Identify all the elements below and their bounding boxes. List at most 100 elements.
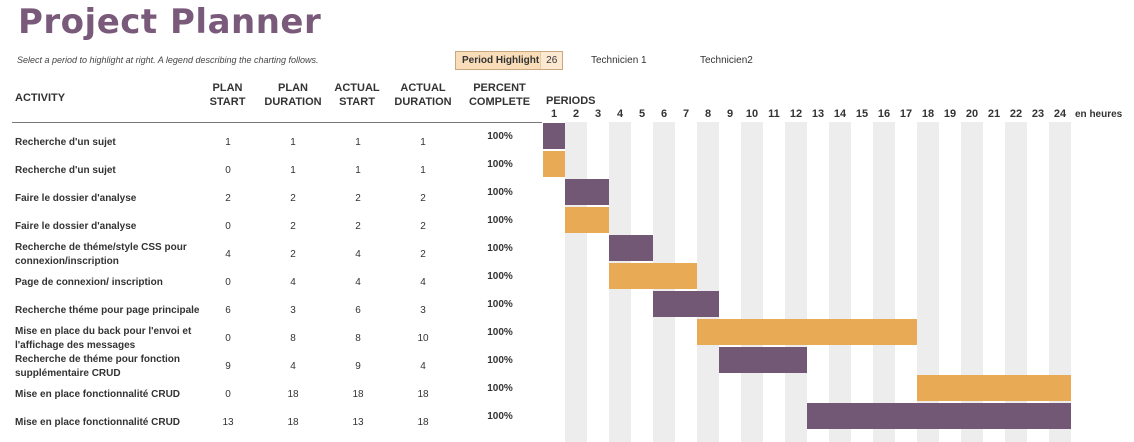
actual-start-value: 1 [355,137,361,148]
actual-start-value: 4 [355,277,361,288]
percent-complete-value: 100% [487,215,513,226]
plan-start-value: 2 [225,193,231,204]
plan-start-value: 0 [225,221,231,232]
period-number: 24 [1053,108,1067,120]
percent-complete-value: 100% [487,159,513,170]
period-number: 7 [682,108,690,120]
plan-duration-value: 4 [290,361,296,372]
actual-duration-value: 18 [417,417,429,428]
actual-start-value: 6 [355,305,361,316]
gantt-bar [565,179,609,205]
actual-duration-value: 2 [420,221,426,232]
plan-duration-value: 1 [290,165,296,176]
plan-start-value: 0 [225,389,231,400]
gantt-bar [543,123,565,149]
period-number: 19 [943,108,957,120]
activity-name: Mise en place du back pour l'envoi et l'… [15,326,192,351]
actual-duration-value: 1 [420,137,426,148]
period-column-shade [1049,122,1071,442]
actual-start-value: 2 [355,193,361,204]
period-number: 20 [965,108,979,120]
percent-complete-value: 100% [487,327,513,338]
period-column-shade [741,122,763,442]
actual-duration-value: 2 [420,193,426,204]
header-actual-duration: ACTUAL DURATION [394,82,452,108]
activity-name: Faire le dossier d'analyse [15,221,137,232]
percent-complete-value: 100% [487,131,513,142]
period-number: 4 [616,108,624,120]
period-highlight-value[interactable]: 26 [540,52,562,69]
gantt-bar [565,207,609,233]
period-number: 21 [987,108,1001,120]
period-number: 1 [550,108,558,120]
activity-name: Mise en place fonctionnalité CRUD [15,417,181,428]
percent-complete-value: 100% [487,271,513,282]
legend-swatch-technicien1 [567,51,586,70]
period-number: 12 [789,108,803,120]
gantt-bar [609,235,653,261]
plan-start-value: 1 [225,137,231,148]
activity-name: Recherche d'un sujet [15,137,116,148]
actual-start-value: 9 [355,361,361,372]
period-number: 23 [1031,108,1045,120]
actual-duration-value: 4 [420,277,426,288]
plan-duration-value: 4 [290,277,296,288]
plan-duration-value: 2 [290,221,296,232]
header-percent-complete: PERCENT COMPLETE [468,82,531,108]
period-number: 3 [594,108,602,120]
gantt-bar [543,151,565,177]
actual-start-value: 1 [355,165,361,176]
actual-start-value: 8 [355,333,361,344]
period-number: 2 [572,108,580,120]
percent-complete-value: 100% [487,411,513,422]
actual-start-value: 18 [352,389,364,400]
plan-start-value: 4 [225,249,231,260]
percent-complete-value: 100% [487,355,513,366]
subtitle: Select a period to highlight at right. A… [17,55,319,65]
percent-complete-value: 100% [487,383,513,394]
gantt-bar [609,263,697,289]
actual-duration-value: 18 [417,389,429,400]
plan-duration-value: 2 [290,249,296,260]
plan-start-value: 6 [225,305,231,316]
activity-name: Mise en place fonctionnalité CRUD [15,389,181,400]
period-number: 16 [877,108,891,120]
period-number: 17 [899,108,913,120]
actual-start-value: 2 [355,221,361,232]
plan-start-value: 9 [225,361,231,372]
legend-label-technicien1: Technicien 1 [591,55,647,66]
period-column-shade [873,122,895,442]
period-highlight-label: Period Highlight [462,55,540,66]
period-number: 6 [660,108,668,120]
plan-start-value: 0 [225,277,231,288]
plan-duration-value: 18 [287,417,299,428]
activity-name: Faire le dossier d'analyse [15,193,137,204]
actual-duration-value: 2 [420,249,426,260]
header-actual-start: ACTUAL START [334,82,380,108]
actual-duration-value: 4 [420,361,426,372]
activity-name: Recherche théme pour page principale [15,305,200,316]
period-column-shade [917,122,939,442]
plan-duration-value: 18 [287,389,299,400]
plan-start-value: 0 [225,333,231,344]
header-plan-start: PLAN START [209,82,246,108]
header-activity: ACTIVITY [15,92,66,104]
period-number: 10 [745,108,759,120]
period-number: 18 [921,108,935,120]
gantt-bar [653,291,719,317]
header-periods: PERIODS [546,95,596,107]
plan-start-value: 13 [222,417,234,428]
activity-name: Recherche de théme pour fonction supplém… [15,354,181,379]
page-title: Project Planner [18,2,322,42]
plan-duration-value: 8 [290,333,296,344]
period-column-shade [829,122,851,442]
actual-start-value: 13 [352,417,364,428]
actual-duration-value: 1 [420,165,426,176]
period-number: 22 [1009,108,1023,120]
period-highlight-field[interactable]: Period Highlight 26 [455,51,563,70]
period-number: 8 [704,108,712,120]
period-number: 5 [638,108,646,120]
period-number: 14 [833,108,847,120]
header-hours: en heures [1075,109,1123,120]
percent-complete-value: 100% [487,299,513,310]
